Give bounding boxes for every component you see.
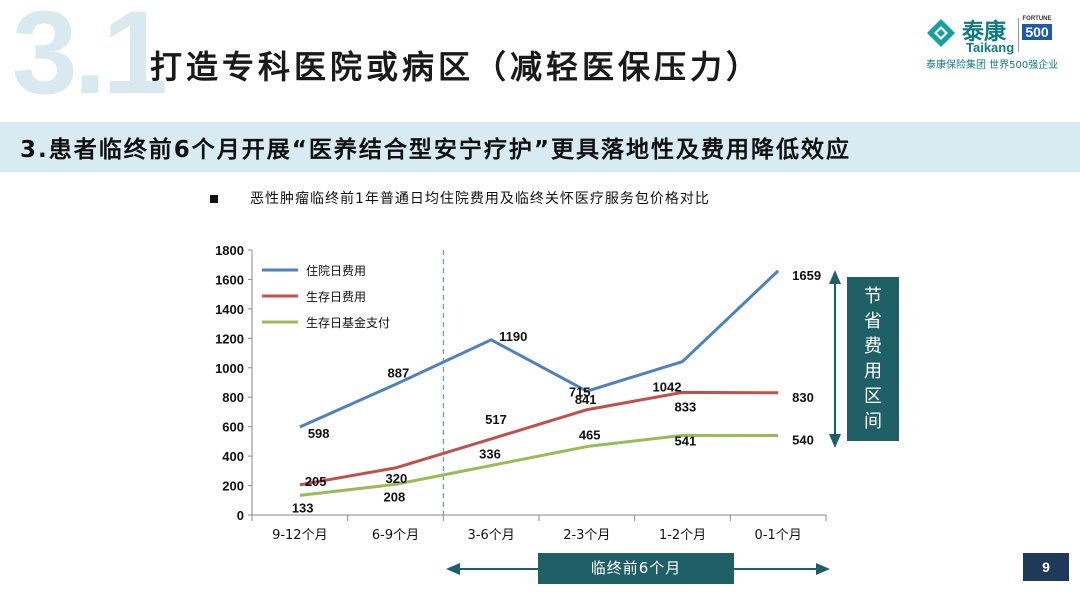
data-label: 205 [305, 474, 327, 489]
y-tick-label: 1800 [215, 243, 244, 258]
y-tick-label: 600 [222, 420, 244, 435]
legend-label: 生存日基金支付 [306, 315, 390, 330]
data-label: 541 [675, 433, 697, 448]
logo-tagline: 泰康保险集团 世界500强企业 [926, 60, 1059, 71]
data-label: 208 [384, 489, 406, 504]
data-label: 1659 [792, 268, 821, 283]
logo-text-cn: 泰康 [962, 19, 1007, 45]
series-line [299, 390, 779, 487]
fortune-label: FORTUNE [1022, 16, 1052, 22]
data-label: 1190 [499, 329, 527, 344]
section-number: 3.1 [12, 0, 168, 119]
savings-range-box: 节 省 费 用 区 间 [847, 277, 899, 441]
savings-char: 区 [864, 386, 882, 407]
data-label: 133 [292, 500, 314, 515]
legend-label: 住院日费用 [306, 264, 366, 278]
company-logo: 泰康 Taikang FORTUNE 500 泰康保险集团 世界500强企业 [926, 14, 1066, 71]
series-line [299, 269, 780, 429]
savings-char: 节 [864, 286, 882, 307]
y-tick-label: 0 [237, 508, 244, 523]
y-tick-label: 200 [222, 479, 244, 494]
savings-char: 省 [864, 311, 882, 332]
data-label: 320 [386, 471, 408, 486]
y-tick-label: 800 [222, 390, 244, 405]
savings-char: 间 [864, 411, 882, 432]
data-label: 887 [388, 365, 410, 380]
subtitle: 3.患者临终前6个月开展“医养结合型安宁疗护”更具落地性及费用降低效应 [20, 137, 851, 163]
arrow-head-right-icon [816, 563, 830, 575]
last-six-months-box: 临终前6个月 [538, 553, 734, 584]
y-tick-label: 1000 [215, 361, 244, 376]
y-tick-label: 1400 [215, 302, 244, 317]
logo-mark-icon [927, 19, 955, 47]
data-label: 540 [792, 433, 814, 448]
x-tick-label: 2-3个月 [563, 528, 610, 543]
logo-text-en: Taikang [966, 40, 1015, 55]
subtitle-band [0, 122, 1080, 172]
data-label: 841 [575, 392, 597, 407]
x-tick-label: 1-2个月 [659, 528, 706, 543]
y-tick-label: 400 [222, 449, 244, 464]
x-tick-label: 3-6个月 [468, 528, 515, 543]
savings-char: 用 [864, 361, 882, 382]
data-label: 598 [308, 426, 330, 441]
arrow-head-up-icon [829, 270, 841, 284]
x-tick-label: 0-1个月 [755, 528, 802, 543]
fortune-500-badge: FORTUNE 500 [1022, 16, 1052, 50]
y-tick-label: 1600 [215, 272, 244, 287]
arrow-head-down-icon [829, 434, 841, 448]
data-label: 833 [675, 399, 697, 414]
x-tick-label: 6-9个月 [372, 528, 419, 543]
arrow-head-left-icon [446, 563, 460, 575]
bullet-square-icon [210, 195, 218, 203]
data-label: 465 [579, 428, 601, 443]
page-number: 9 [1023, 553, 1069, 581]
data-label: 336 [479, 447, 501, 462]
data-label: 517 [485, 412, 507, 427]
data-label: 1042 [653, 380, 682, 395]
series-line [299, 433, 779, 497]
fortune-number: 500 [1022, 24, 1052, 40]
x-tick-label: 9-12个月 [272, 528, 328, 543]
chart-heading-text: 恶性肿瘤临终前1年普通日均住院费用及临终关怀医疗服务包价格对比 [250, 191, 710, 207]
data-label: 830 [792, 390, 814, 405]
logo-divider [1018, 18, 1019, 52]
data-label: 715 [569, 385, 591, 400]
page-title: 打造专科医院或病区（减轻医保压力） [150, 48, 763, 86]
y-tick-label: 1200 [215, 331, 244, 346]
legend-label: 生存日费用 [306, 290, 366, 304]
chart-heading: 恶性肿瘤临终前1年普通日均住院费用及临终关怀医疗服务包价格对比 [210, 188, 710, 208]
savings-char: 费 [864, 336, 882, 357]
